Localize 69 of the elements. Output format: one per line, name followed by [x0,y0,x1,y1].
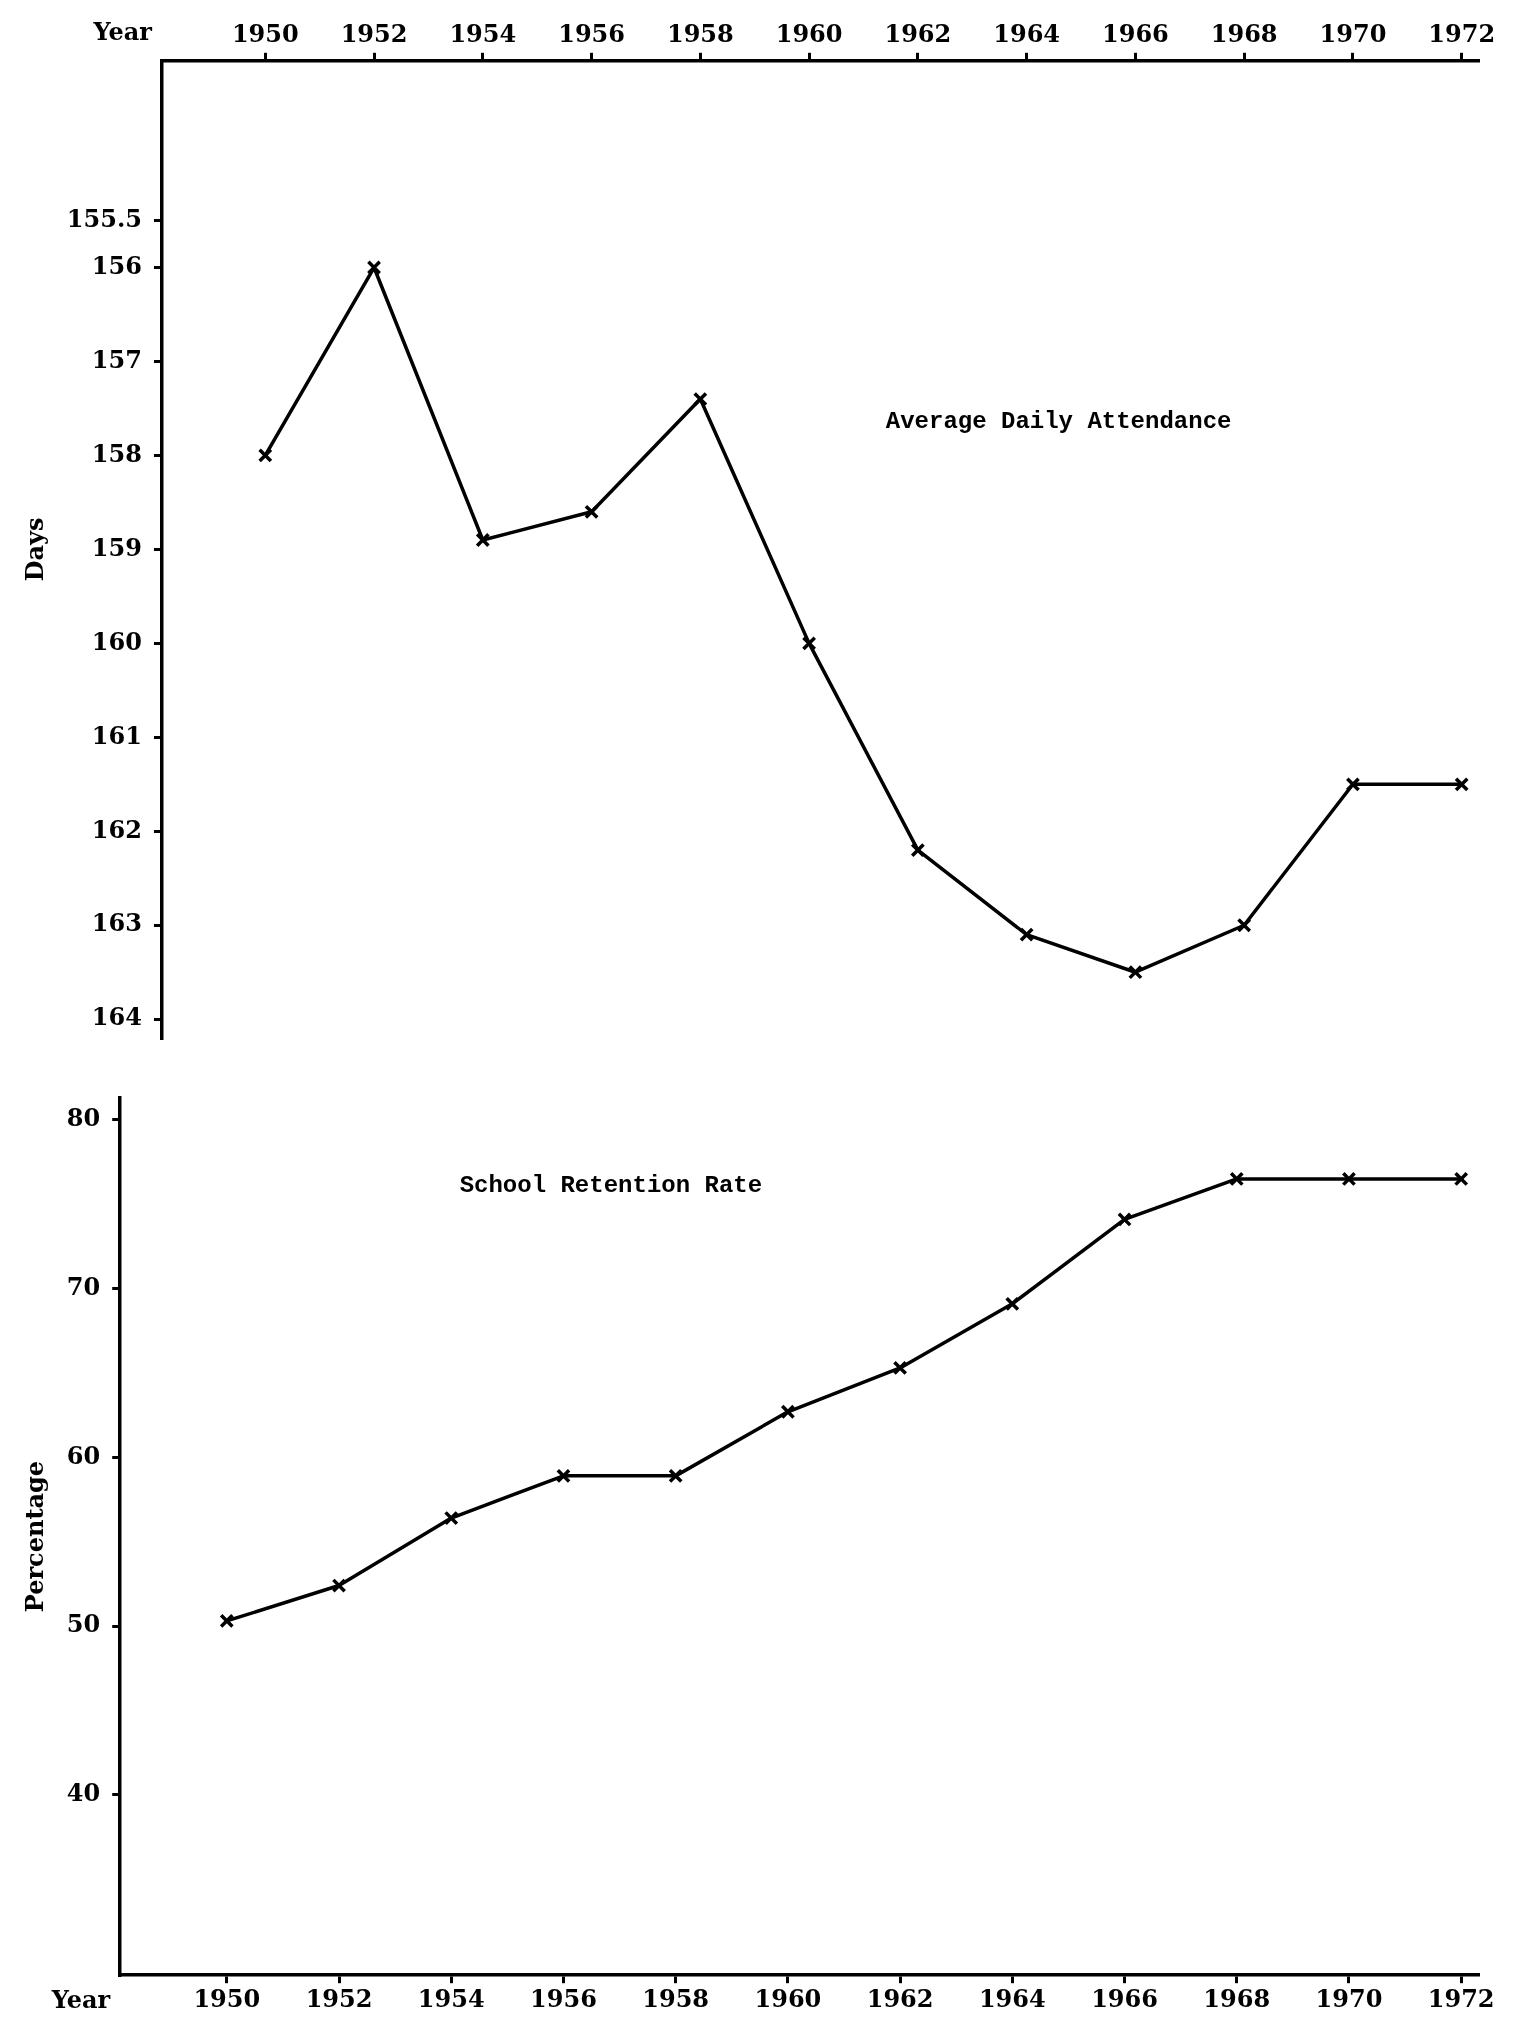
x-tick-label: 1966 [1101,18,1169,48]
x-tick-label: 1964 [993,18,1061,48]
x-tick-label: 1964 [978,1983,1046,2013]
y-tick-label: 80 [66,1103,101,1133]
x-tick-label: 1950 [193,1983,261,2013]
point [668,1468,684,1484]
point [1004,1296,1020,1312]
point [1236,917,1252,933]
x-tick-label: 1970 [1319,18,1387,48]
x-axis-title: Year [92,17,153,47]
x-tick-label: 1950 [231,18,299,48]
point [556,1468,571,1484]
x-tick-label: 1960 [754,1983,822,2013]
y-tick-label: 50 [66,1609,101,1639]
point [1117,1212,1132,1227]
y-tick-label: 156 [91,250,142,280]
point [1019,927,1035,943]
x-tick-label: 1952 [305,1983,373,2013]
y-tick-label: 60 [66,1440,101,1470]
point [257,448,273,463]
point [801,635,817,651]
point [1127,964,1143,980]
x-tick-label: 1952 [340,18,408,48]
y-tick-label: 162 [91,814,142,844]
point [331,1578,347,1593]
point [692,391,708,407]
point [910,842,926,858]
y-axis-title: Days [19,517,49,582]
x-tick-label: 1966 [1091,1983,1158,2013]
point [1454,776,1470,792]
x-tick-label: 1968 [1210,18,1278,48]
y-tick-label: 161 [91,720,142,750]
y-tick-label: 164 [91,1002,142,1032]
point [366,260,382,275]
y-tick-label: 70 [66,1271,101,1301]
y-tick-label: 157 [91,344,142,374]
point [1453,1171,1469,1187]
y-tick-label: 155.5 [66,203,142,233]
y-axis-title: Percentage [19,1460,49,1613]
x-tick-label: 1958 [666,18,734,48]
x-axis-title: Year [50,1985,111,2015]
x-tick-label: 1956 [530,1983,597,2013]
text: School Retention Rate [459,1171,763,1199]
x-tick-label: 1970 [1315,1983,1383,2013]
point [475,532,491,548]
x-tick-label: 1954 [449,18,517,48]
point [584,504,599,520]
x-tick-label: 1956 [558,18,625,48]
x-tick-label: 1968 [1203,1983,1271,2013]
y-tick-label: 158 [91,438,142,468]
x-tick-label: 1962 [884,18,952,48]
point [892,1360,908,1376]
x-tick-label: 1954 [417,1983,485,2013]
x-tick-label: 1958 [642,1983,710,2013]
point [780,1404,796,1420]
x-tick-label: 1962 [866,1983,934,2013]
point [1345,776,1361,792]
x-tick-label: 1960 [775,18,843,48]
y-tick-label: 40 [66,1777,101,1807]
y-tick-label: 160 [91,626,142,656]
x-tick-label: 1972 [1428,18,1496,48]
point [443,1510,459,1526]
text: Average Daily Attendance [885,408,1232,436]
point [219,1613,235,1629]
y-tick-label: 163 [91,908,142,938]
point [1341,1171,1357,1187]
x-tick-label: 1972 [1427,1983,1495,2013]
point [1229,1171,1245,1187]
y-tick-label: 159 [91,532,142,562]
